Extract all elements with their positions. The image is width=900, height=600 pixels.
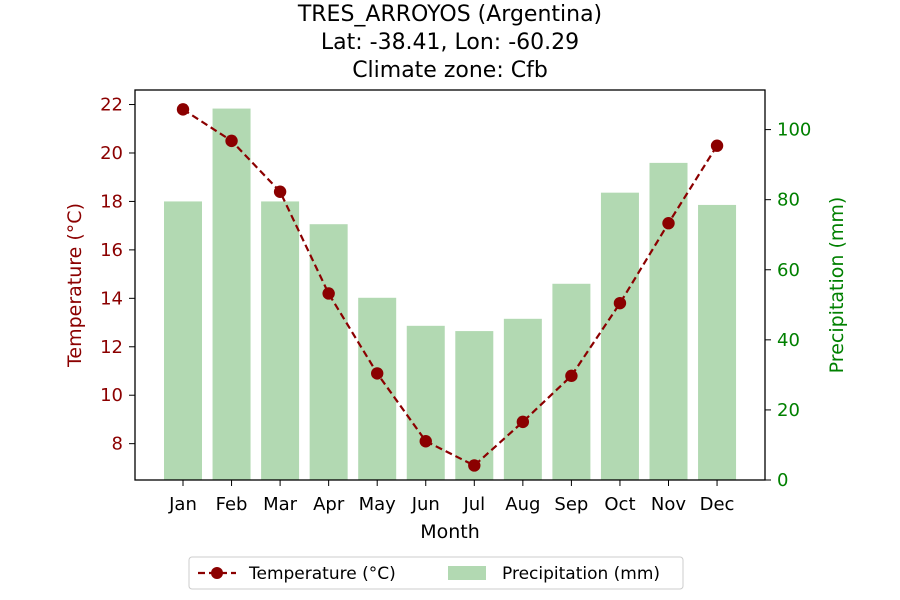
- y-left-tick-label: 16: [100, 240, 123, 261]
- x-tick-label: Mar: [263, 494, 298, 515]
- temperature-point-feb: [225, 134, 238, 148]
- plot-frame: [134, 89, 766, 481]
- y-right-axis-label: Precipitation (mm): [826, 197, 848, 374]
- y-right-tick-label: 40: [777, 330, 800, 351]
- precipitation-bar-apr: [309, 224, 348, 480]
- y-left-tick-label: 10: [100, 385, 123, 406]
- y-right-axis-ticks: 0 20 40 60 80 100: [765, 120, 811, 491]
- y-left-tick-label: 20: [100, 143, 123, 164]
- precipitation-bars: [164, 108, 737, 481]
- temperature-point-jun: [419, 435, 432, 448]
- temperature-point-oct: [613, 296, 627, 310]
- x-axis-label: Month: [420, 521, 480, 543]
- temperature-point-apr: [322, 287, 335, 300]
- x-axis-ticks: Jan Feb Mar Apr May Jun Jul Aug Sep Oct Nov Dec: [168, 480, 734, 515]
- x-tick-label: Nov: [651, 494, 686, 515]
- y-right-tick-label: 20: [777, 400, 800, 421]
- x-tick-label: Feb: [216, 494, 248, 515]
- x-tick-label: Apr: [313, 494, 345, 515]
- legend: Temperature (°C) Precipitation (mm): [188, 556, 684, 590]
- precipitation-bar-jun: [406, 325, 445, 480]
- x-tick-label: May: [359, 494, 397, 515]
- x-tick-label: Sep: [554, 494, 588, 515]
- temperature-point-may: [371, 367, 384, 380]
- y-right-tick-label: 80: [777, 190, 800, 211]
- temperature-point-dec: [710, 139, 724, 152]
- y-left-axis-label: Temperature (°C): [64, 203, 86, 368]
- legend-precipitation-label: Precipitation (mm): [502, 564, 660, 584]
- legend-box: [188, 556, 684, 590]
- y-left-tick-label: 18: [100, 191, 123, 212]
- precipitation-bar-aug: [503, 318, 542, 480]
- temperature-line: [176, 103, 724, 472]
- x-tick-label: Jan: [168, 494, 197, 515]
- y-left-tick-label: 12: [100, 337, 123, 358]
- x-tick-label: Jun: [411, 494, 440, 515]
- x-tick-label: Dec: [700, 494, 735, 515]
- y-left-tick-label: 14: [100, 288, 123, 309]
- y-right-tick-label: 60: [777, 260, 800, 281]
- x-tick-label: Oct: [604, 494, 635, 515]
- y-right-tick-label: 100: [777, 120, 811, 141]
- temperature-point-mar: [273, 185, 287, 198]
- legend-precipitation-swatch: [448, 566, 486, 580]
- y-right-tick-label: 0: [777, 470, 788, 491]
- precipitation-bar-mar: [261, 201, 300, 480]
- precipitation-bar-feb: [212, 108, 251, 481]
- temperature-point-jul: [468, 459, 481, 472]
- x-tick-label: Aug: [505, 494, 540, 515]
- y-left-tick-label: 8: [112, 434, 123, 455]
- legend-temperature-marker: [211, 567, 223, 579]
- title-line-climate-zone: Climate zone: Cfb: [352, 58, 548, 83]
- x-tick-label: Jul: [462, 494, 485, 515]
- precipitation-bar-jan: [164, 201, 202, 480]
- title-line-station: TRES_ARROYOS (Argentina): [297, 2, 602, 27]
- temperature-point-jan: [176, 103, 190, 116]
- title-line-coords: Lat: -38.41, Lon: -60.29: [321, 30, 579, 55]
- precipitation-bar-nov: [649, 162, 688, 480]
- temperature-point-sep: [565, 369, 578, 383]
- temperature-line-path: [182, 108, 718, 467]
- precipitation-bar-may: [358, 297, 397, 480]
- legend-temperature-label: Temperature (°C): [248, 564, 396, 584]
- temperature-point-aug: [516, 415, 530, 429]
- precipitation-bar-dec: [698, 204, 737, 480]
- precipitation-bar-oct: [600, 192, 639, 480]
- y-left-tick-label: 22: [100, 95, 123, 116]
- y-left-axis-ticks: 8 10 12 14 16 18 20 22: [100, 95, 135, 455]
- chart-title: TRES_ARROYOS (Argentina) Lat: -38.41, Lo…: [297, 2, 602, 83]
- temperature-point-nov: [662, 217, 675, 230]
